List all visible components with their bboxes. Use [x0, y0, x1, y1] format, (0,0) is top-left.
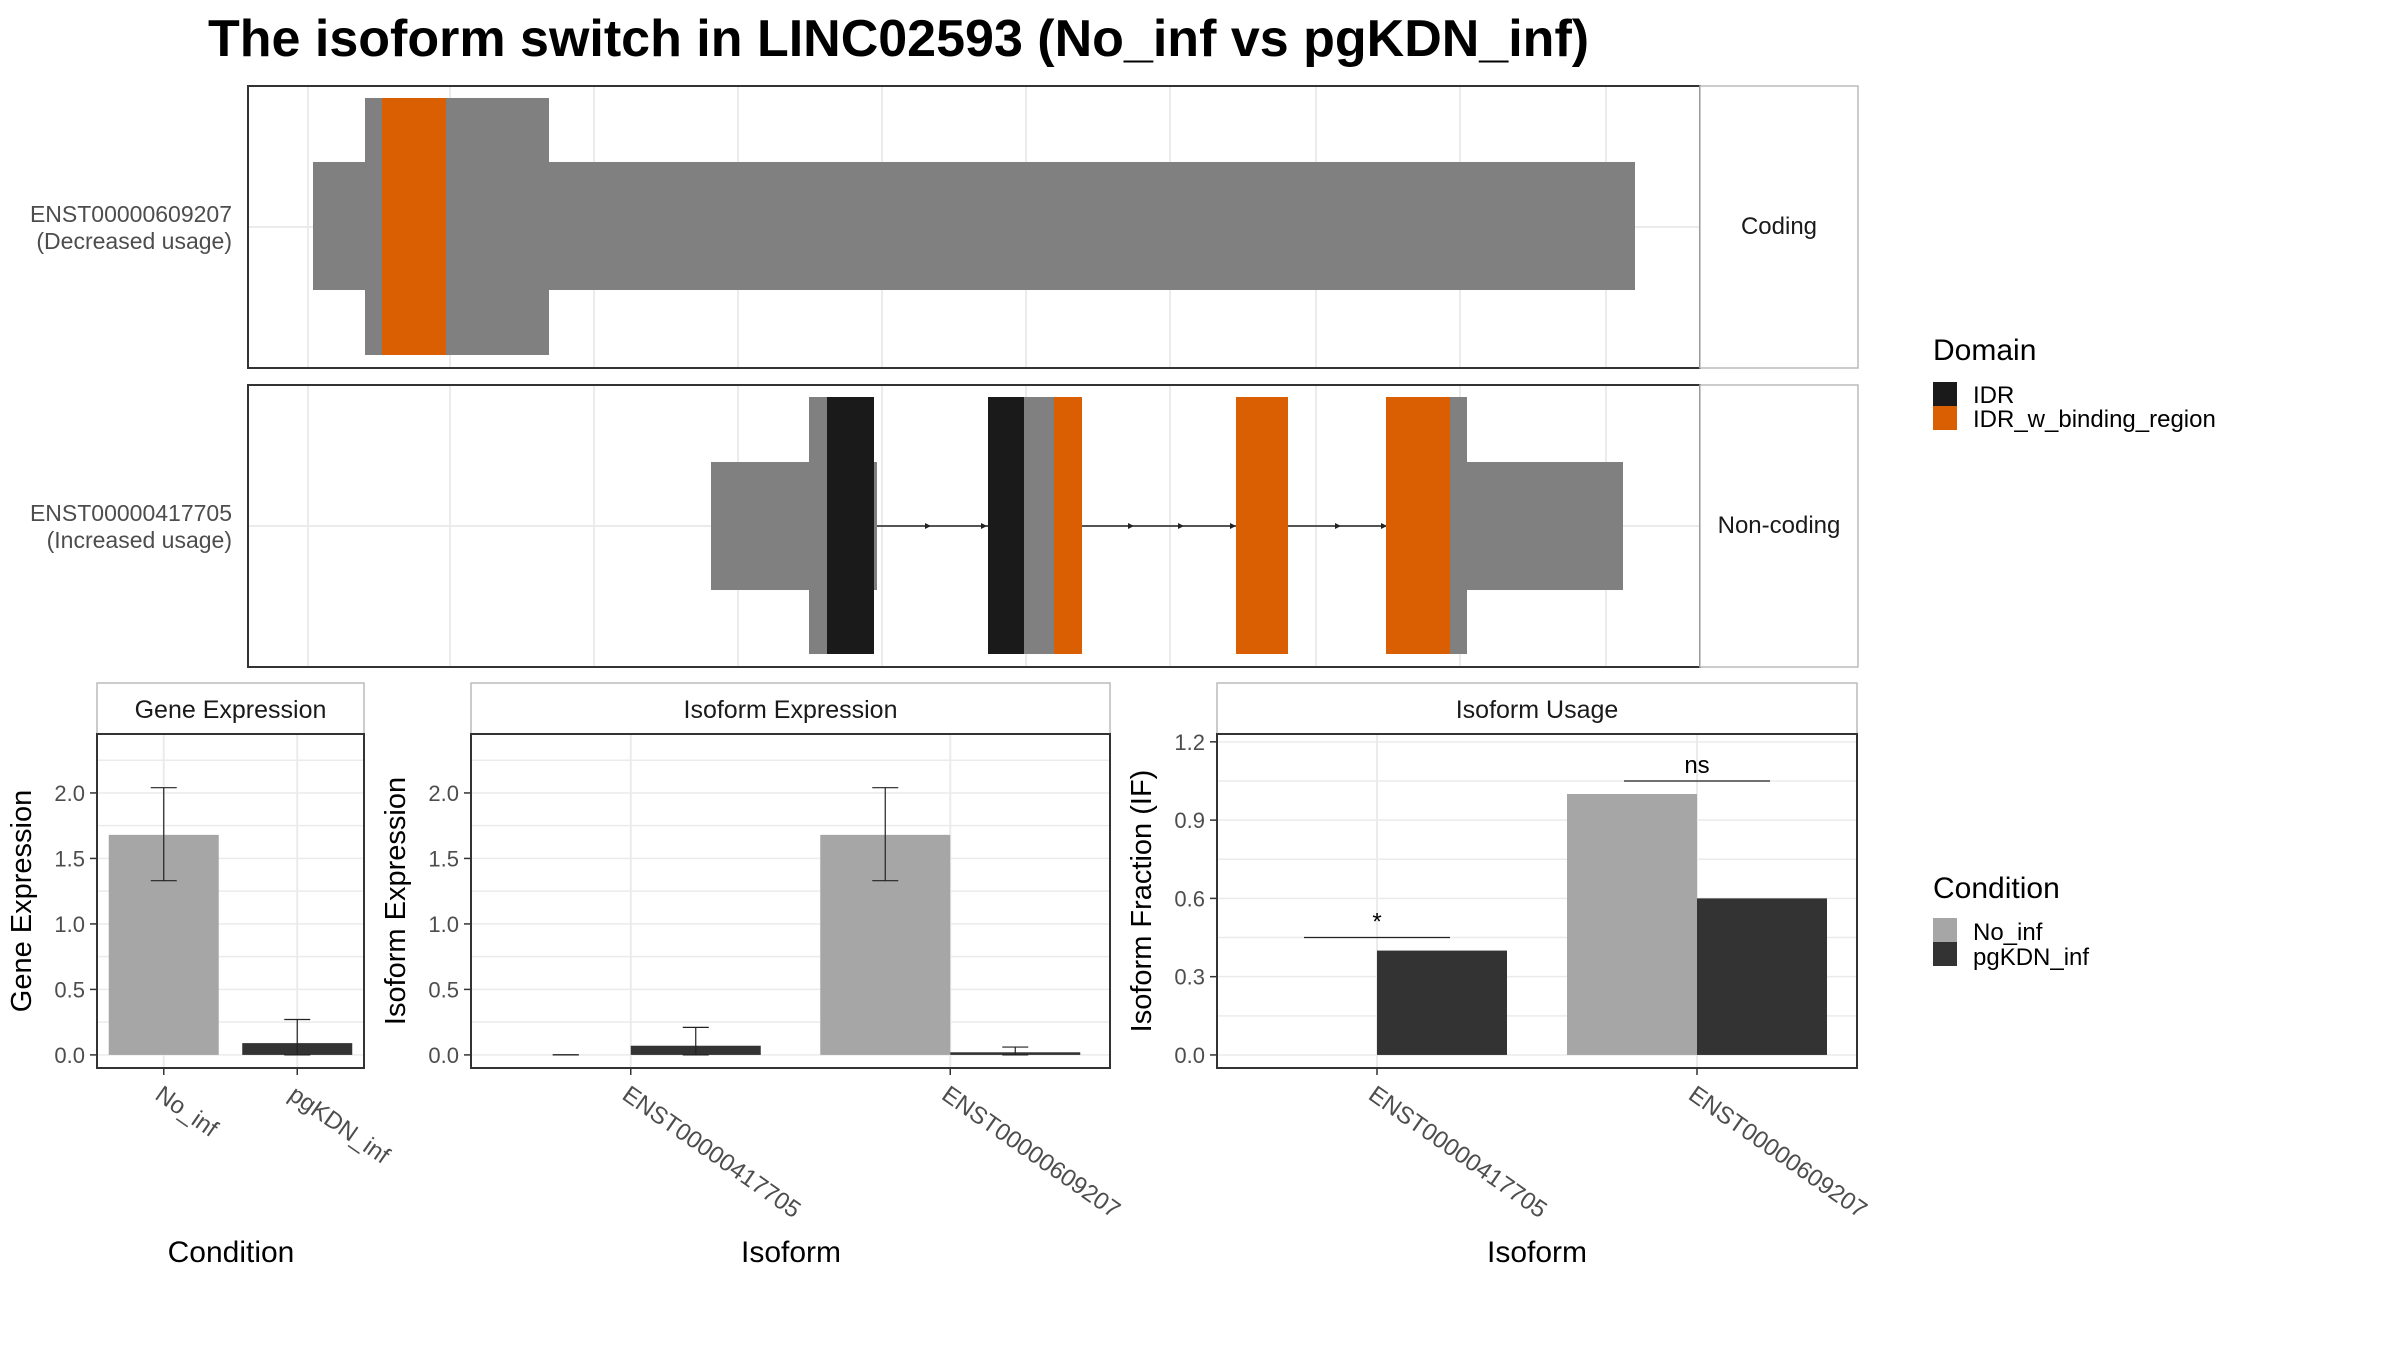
bar: [1567, 794, 1697, 1055]
x-tick-label: ENST00000417705: [617, 1081, 805, 1224]
condition-legend-swatch-pgkdn-inf: [1933, 942, 1957, 966]
y-tick-label: 0.5: [54, 977, 85, 1002]
y-tick-label: 0.0: [428, 1043, 459, 1068]
x-tick-label: ENST00000417705: [1364, 1081, 1552, 1224]
y-axis-title: Gene Expression: [6, 790, 38, 1012]
domain-legend-label-idr-binding: IDR_w_binding_region: [1973, 406, 2216, 433]
condition-legend-title: Condition: [1933, 872, 2060, 905]
panel-strip-label: Isoform Expression: [684, 696, 898, 724]
y-tick-label: 1.5: [428, 846, 459, 871]
idr-binding-domain: [1236, 397, 1288, 654]
panel-strip: [470, 682, 1111, 735]
row-label-status-ENST00000417705: (Increased usage): [47, 527, 232, 553]
condition-legend-label-no-inf: No_inf: [1973, 919, 2043, 946]
x-axis-title: Isoform: [741, 1236, 841, 1269]
x-axis-title: Condition: [168, 1236, 295, 1269]
y-tick-label: 0.9: [1174, 808, 1205, 833]
panel-strip-label: Gene Expression: [135, 696, 327, 724]
isoform-structure-panel: Coding Non-coding ENST00000609207 (Decre…: [30, 85, 1859, 668]
direction-arrow: [925, 523, 931, 529]
condition-legend: Condition No_inf pgKDN_inf: [1933, 872, 2089, 971]
direction-arrow: [981, 523, 987, 529]
y-tick-label: 1.2: [1174, 730, 1205, 755]
exon-block: [809, 397, 827, 654]
y-tick-label: 1.5: [54, 846, 85, 871]
y-axis-title: Isoform Expression: [380, 777, 412, 1025]
facet-strip-noncoding-label: Non-coding: [1718, 512, 1841, 539]
exon-block: [1467, 462, 1623, 590]
transcript-structure-ENST00000417705: [711, 397, 1623, 654]
domain-legend-title: Domain: [1933, 334, 2036, 367]
significance-label: ns: [1684, 752, 1709, 779]
x-tick-label: ENST00000609207: [1684, 1081, 1872, 1224]
idr-binding-domain: [1386, 397, 1450, 654]
y-tick-label: 0.5: [428, 977, 459, 1002]
figure-title: The isoform switch in LINC02593 (No_inf …: [208, 10, 1589, 68]
facet-strip-coding-label: Coding: [1741, 213, 1817, 240]
idr-domain: [827, 397, 874, 654]
x-tick-label: pgKDN_inf: [284, 1081, 395, 1170]
domain-legend: Domain IDR IDR_w_binding_region: [1933, 334, 2216, 433]
idr-binding-domain: [1054, 397, 1082, 654]
y-tick-label: 0.0: [54, 1043, 85, 1068]
direction-arrow: [1230, 523, 1236, 529]
exon-block: [1450, 397, 1467, 654]
direction-arrow: [1178, 523, 1184, 529]
bar: [1377, 950, 1507, 1055]
domain-legend-label-idr: IDR: [1973, 382, 2014, 409]
direction-arrow: [1335, 523, 1341, 529]
isoform-usage-panel: Isoform Usage * ns 0.0 0.3 0.6 0.9 1.2 ENST00000…: [1126, 682, 1872, 1269]
panel-frame: [96, 733, 365, 1069]
idr-binding-domain: [382, 98, 446, 355]
facet-strip-noncoding: [1699, 384, 1859, 668]
domain-legend-swatch-idr-binding: [1933, 406, 1957, 430]
transcript-structure-ENST00000609207: [313, 98, 1635, 355]
y-tick-label: 0.0: [1174, 1043, 1205, 1068]
y-axis-title: Isoform Fraction (IF): [1126, 770, 1158, 1033]
bar: [1697, 898, 1827, 1055]
y-tick-label: 1.0: [54, 912, 85, 937]
direction-arrow: [1381, 523, 1387, 529]
row-label-status-ENST00000609207: (Decreased usage): [36, 228, 232, 254]
y-tick-label: 2.0: [54, 781, 85, 806]
isoform-expression-panel: Isoform Expression 0.0 0.5 1.0 1.5 2.0 ENST000…: [380, 682, 1125, 1269]
y-tick-label: 2.0: [428, 781, 459, 806]
panel-strip-label: Isoform Usage: [1456, 696, 1619, 724]
domain-legend-swatch-idr: [1933, 382, 1957, 406]
significance-label: *: [1372, 909, 1381, 936]
y-tick-label: 0.3: [1174, 965, 1205, 990]
x-tick-label: No_inf: [150, 1081, 223, 1143]
exon-block: [1024, 397, 1054, 654]
y-tick-label: 0.6: [1174, 886, 1205, 911]
panel-frame: [1216, 733, 1858, 1069]
row-label-id-ENST00000609207: ENST00000609207: [30, 201, 232, 227]
panel-frame: [470, 733, 1111, 1069]
facet-strip-coding: [1699, 85, 1859, 369]
x-tick-label: ENST00000609207: [937, 1081, 1125, 1224]
y-tick-label: 1.0: [428, 912, 459, 937]
idr-domain: [988, 397, 1024, 654]
condition-legend-swatch-no-inf: [1933, 918, 1957, 942]
x-axis-title: Isoform: [1487, 1236, 1587, 1269]
condition-legend-label-pgkdn-inf: pgKDN_inf: [1973, 944, 2089, 971]
direction-arrow: [1128, 523, 1134, 529]
gene-expression-panel: Gene Expression 0.0 0.5 1.0 1.5 2.0 No_inf pgKD…: [6, 682, 395, 1269]
row-label-id-ENST00000417705: ENST00000417705: [30, 500, 232, 526]
